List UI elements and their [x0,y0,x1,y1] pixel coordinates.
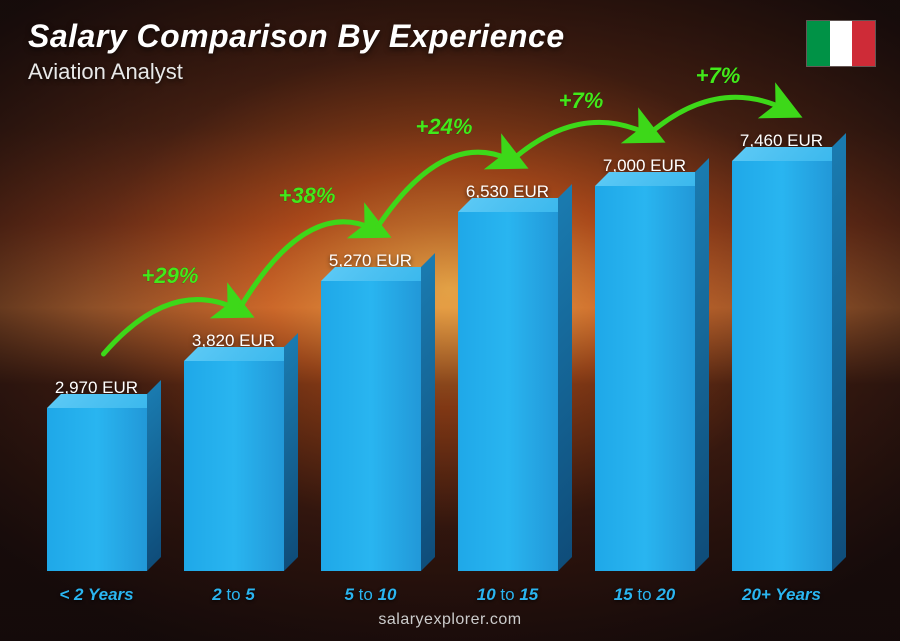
bar-group: 7,000 EUR15 to 20 [580,156,709,571]
bar-front-face [458,212,558,571]
bar-side-face [695,158,709,571]
bar-side-face [147,380,161,571]
bar-front-face [595,186,695,571]
bar-front-face [47,408,147,571]
bar [47,408,147,571]
bar-category-label: 5 to 10 [344,585,396,605]
bar-group: 3,820 EUR2 to 5 [169,331,298,571]
bar-category-label: 10 to 15 [477,585,538,605]
bar-side-face [832,133,846,571]
bar-category-label: 15 to 20 [614,585,675,605]
bar-group: 6,530 EUR10 to 15 [443,182,572,571]
bar-top-face [321,267,435,281]
bar-group: 5,270 EUR5 to 10 [306,251,435,571]
bar-group: 7,460 EUR20+ Years [717,131,846,571]
bar-top-face [732,147,846,161]
chart-title: Salary Comparison By Experience [28,18,565,55]
bar-top-face [458,198,572,212]
bar-category-label: 20+ Years [742,585,821,605]
chart-subtitle: Aviation Analyst [28,59,565,85]
bar [321,281,421,571]
growth-pct-label: +7% [696,63,741,88]
bar [732,161,832,571]
chart-header: Salary Comparison By Experience Aviation… [28,18,565,85]
bar-front-face [321,281,421,571]
bar-top-face [595,172,709,186]
bar [184,361,284,571]
bar-side-face [284,333,298,571]
bar-group: 2,970 EUR< 2 Years [32,378,161,571]
bar [458,212,558,571]
country-flag-italy [806,20,876,67]
flag-stripe-white [830,21,853,66]
bar-top-face [184,347,298,361]
flag-stripe-green [807,21,830,66]
flag-stripe-red [852,21,875,66]
bar-top-face [47,394,161,408]
bar-front-face [732,161,832,571]
bar-side-face [421,253,435,571]
bar-front-face [184,361,284,571]
bar-category-label: < 2 Years [59,585,133,605]
bar [595,186,695,571]
bar-category-label: 2 to 5 [212,585,255,605]
bar-side-face [558,184,572,571]
bar-chart: 2,970 EUR< 2 Years3,820 EUR2 to 55,270 E… [32,100,846,571]
footer-attribution: salaryexplorer.com [0,611,900,629]
